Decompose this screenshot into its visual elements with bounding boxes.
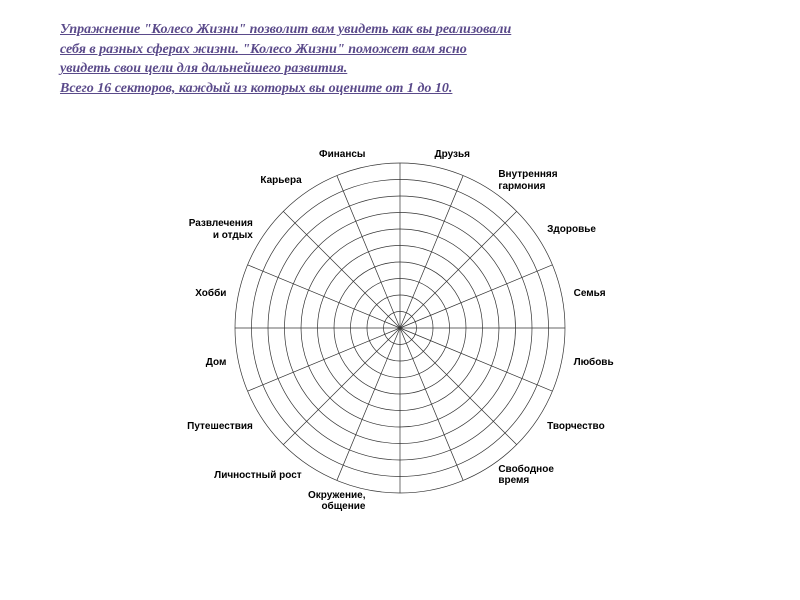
- sector-label: Друзья: [435, 149, 470, 161]
- sector-label: Окружение, общение: [308, 490, 366, 513]
- sector-label: Финансы: [319, 149, 365, 161]
- sector-label: Здоровье: [547, 224, 596, 236]
- sector-label: Личностный рост: [214, 470, 302, 482]
- sector-label: Любовь: [574, 357, 614, 369]
- sector-label: Развлечения и отдых: [189, 218, 253, 241]
- header-line3: увидеть свои цели для дальнейшего развит…: [60, 61, 347, 76]
- sector-label: Путешествия: [187, 421, 253, 433]
- header-line2: себя в разных сферах жизни. "Колесо Жизн…: [60, 42, 467, 57]
- sector-label: Дом: [206, 357, 227, 369]
- header-line1: Упражнение "Колесо Жизни" позволит вам у…: [60, 22, 511, 37]
- sector-label: Хобби: [195, 288, 226, 300]
- header-text: Упражнение "Колесо Жизни" позволит вам у…: [60, 20, 740, 98]
- header-line4: Всего 16 секторов, каждый из которых вы …: [60, 81, 452, 96]
- sector-label: Карьера: [260, 175, 301, 187]
- sector-label: Творчество: [547, 421, 605, 433]
- sector-label: Внутренняя гармония: [498, 169, 557, 192]
- wheel-of-life-chart: Друзья Внутренняя гармония Здоровье Семья Лю…: [140, 113, 660, 543]
- sector-label: Свободное время: [498, 464, 554, 487]
- sector-label: Семья: [574, 288, 606, 300]
